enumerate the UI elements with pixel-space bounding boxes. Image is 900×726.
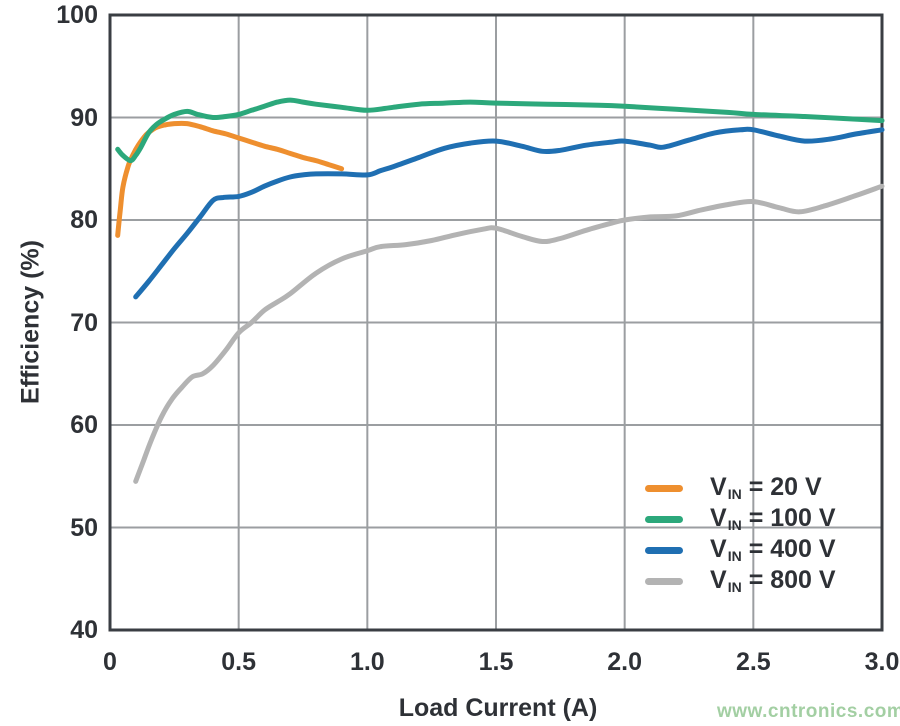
legend: VIN = 20 V VIN = 100 V VIN = 400 V VIN = 800… <box>645 473 836 597</box>
x-tick-label: 3.0 <box>864 648 900 676</box>
legend-label: VIN = 800 V <box>710 565 836 595</box>
x-tick-label: 1.0 <box>349 648 385 676</box>
x-tick-label: 2.0 <box>607 648 643 676</box>
legend-label: VIN = 100 V <box>710 503 836 533</box>
y-tick-label: 50 <box>70 513 98 542</box>
legend-row: VIN = 800 V <box>645 566 836 597</box>
legend-row: VIN = 20 V <box>645 473 836 504</box>
y-tick-label: 90 <box>70 103 98 132</box>
x-tick-label: 0.5 <box>221 648 257 676</box>
y-tick-label: 80 <box>70 206 98 234</box>
legend-row: VIN = 400 V <box>645 535 836 566</box>
x-tick-label: 0 <box>103 648 117 676</box>
y-tick-label: 40 <box>70 616 98 644</box>
x-tick-label: 2.5 <box>735 648 771 676</box>
y-tick-label: 70 <box>70 308 98 337</box>
legend-swatch-vin-400v <box>645 547 683 554</box>
y-tick-label: 60 <box>70 411 98 439</box>
x-tick-label: 1.5 <box>478 648 514 676</box>
legend-label: VIN = 400 V <box>710 534 836 564</box>
legend-swatch-vin-20v <box>645 485 683 492</box>
legend-label: VIN = 20 V <box>710 472 822 502</box>
legend-row: VIN = 100 V <box>645 504 836 535</box>
legend-swatch-vin-800v <box>645 578 683 585</box>
y-tick-label: 100 <box>56 1 98 29</box>
watermark: www.cntronics.com <box>717 701 900 722</box>
x-axis-title: Load Current (A) <box>398 694 598 722</box>
legend-swatch-vin-100v <box>645 516 683 523</box>
